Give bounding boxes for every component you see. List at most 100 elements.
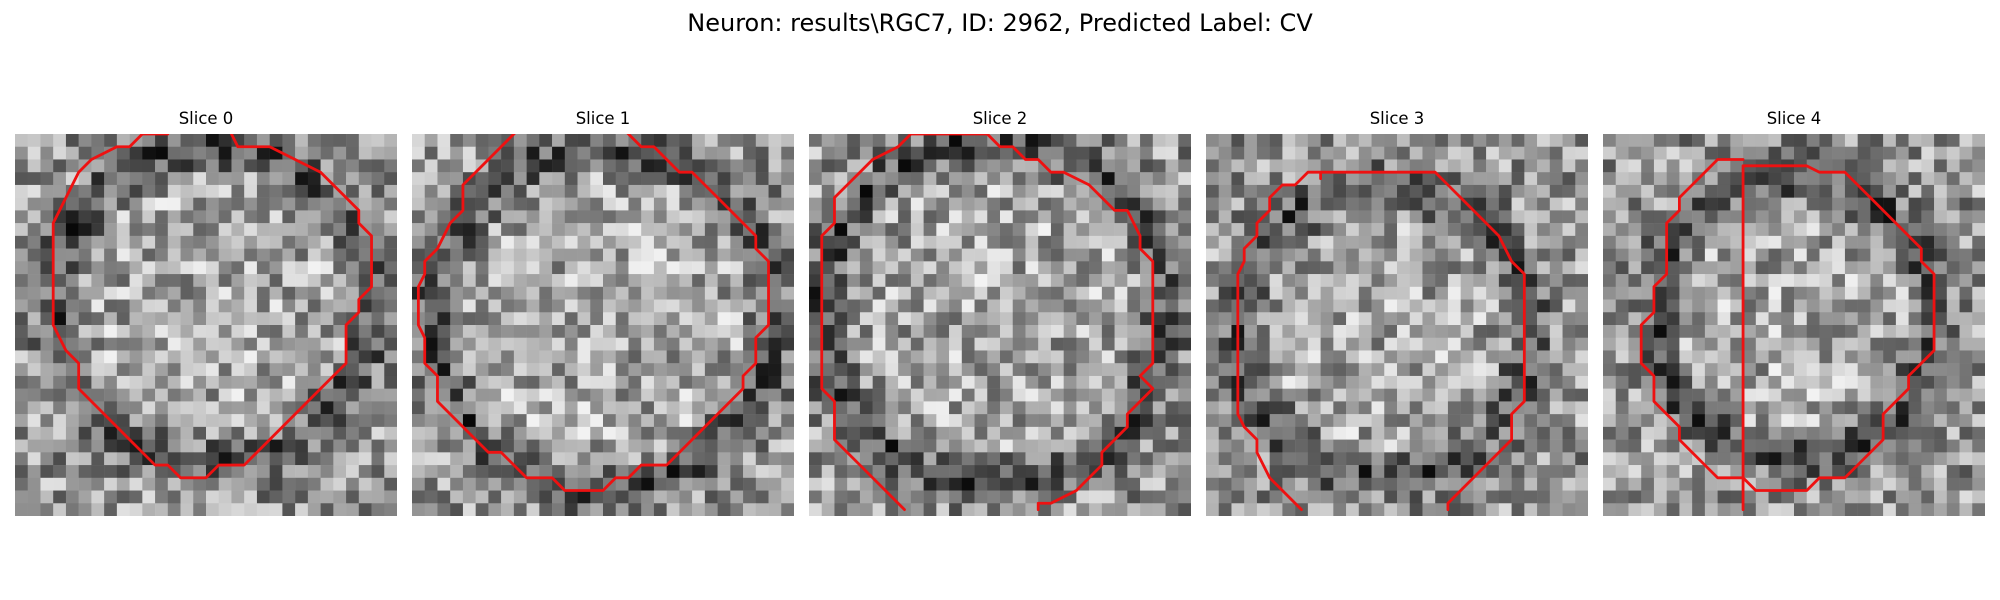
pixel-cell — [577, 337, 591, 351]
pixel-cell — [167, 439, 181, 453]
pixel-cell — [1218, 248, 1232, 262]
pixel-cell — [1409, 184, 1423, 198]
pixel-cell — [539, 337, 553, 351]
pixel-cell — [949, 388, 963, 402]
pixel-cell — [1549, 274, 1563, 288]
pixel-cell — [1346, 312, 1360, 326]
pixel-cell — [104, 426, 118, 440]
pixel-cell — [1615, 388, 1629, 402]
pixel-cell — [142, 197, 156, 211]
pixel-cell — [1152, 286, 1166, 300]
pixel-cell — [1346, 248, 1360, 262]
pixel-cell — [730, 184, 744, 198]
pixel-cell — [1857, 235, 1871, 249]
pixel-cell — [885, 325, 899, 338]
pixel-cell — [1781, 223, 1795, 237]
pixel-cell — [437, 159, 451, 173]
pixel-cell — [1333, 490, 1347, 504]
pixel-cell — [78, 426, 92, 440]
pixel-cell — [1883, 503, 1897, 516]
pixel-cell — [412, 439, 425, 453]
pixel-cell — [1435, 401, 1449, 415]
pixel-cell — [1346, 261, 1360, 275]
pixel-cell — [218, 312, 232, 326]
pixel-cell — [859, 452, 873, 466]
pixel-cell — [1524, 197, 1538, 211]
pixel-cell — [821, 286, 835, 300]
pixel-cell — [371, 159, 385, 173]
pixel-cell — [1755, 426, 1769, 440]
pixel-cell — [1794, 146, 1807, 160]
pixel-cell — [1218, 426, 1232, 440]
pixel-cell — [949, 426, 963, 440]
pixel-cell — [1165, 388, 1179, 402]
pixel-cell — [615, 465, 629, 479]
pixel-cell — [1114, 134, 1128, 147]
pixel-cell — [821, 439, 835, 453]
pixel-cell — [755, 337, 769, 351]
pixel-cell — [1050, 235, 1064, 249]
pixel-cell — [859, 490, 873, 504]
pixel-cell — [949, 465, 963, 479]
pixel-cell — [1666, 337, 1680, 351]
pixel-cell — [1063, 363, 1077, 377]
pixel-cell — [1358, 235, 1372, 249]
pixel-cell — [1206, 452, 1219, 466]
pixel-cell — [193, 159, 207, 173]
pixel-cell — [1895, 197, 1909, 211]
pixel-cell — [768, 439, 782, 453]
pixel-cell — [462, 184, 476, 198]
pixel-cell — [180, 312, 194, 326]
pixel-cell — [539, 184, 553, 198]
pixel-cell — [256, 299, 270, 313]
pixel-cell — [1282, 274, 1296, 288]
pixel-cell — [898, 401, 912, 415]
pixel-cell — [564, 375, 578, 389]
pixel-cell — [1730, 439, 1744, 453]
pixel-cell — [462, 439, 476, 453]
pixel-cell — [666, 274, 680, 288]
pixel-cell — [1832, 439, 1846, 453]
pixel-cell — [1883, 172, 1897, 186]
pixel-cell — [1819, 159, 1833, 173]
pixel-cell — [1089, 350, 1103, 364]
pixel-cell — [1178, 197, 1191, 211]
pixel-cell — [743, 261, 757, 275]
pixel-cell — [1844, 248, 1858, 262]
pixel-cell — [1218, 146, 1232, 160]
pixel-cell — [1244, 465, 1258, 479]
pixel-cell — [1282, 375, 1296, 389]
pixel-cell — [1743, 350, 1757, 364]
pixel-cell — [206, 159, 219, 173]
pixel-cell — [142, 223, 156, 237]
pixel-cell — [1575, 325, 1588, 338]
pixel-cell — [1575, 210, 1588, 224]
pixel-cell — [129, 197, 143, 211]
pixel-cell — [1012, 503, 1026, 516]
pixel-cell — [1870, 414, 1884, 428]
pixel-cell — [809, 426, 822, 440]
pixel-cell — [1473, 503, 1487, 516]
pixel-cell — [78, 286, 92, 300]
pixel-cell — [437, 299, 451, 313]
pixel-cell — [333, 248, 347, 262]
pixel-cell — [320, 325, 334, 338]
pixel-cell — [1704, 184, 1718, 198]
pixel-cell — [539, 172, 553, 186]
pixel-cell — [1603, 465, 1616, 479]
pixel-cell — [974, 223, 988, 237]
pixel-cell — [15, 325, 28, 338]
pixel-cell — [256, 261, 270, 275]
pixel-cell — [1908, 490, 1922, 504]
pixel-cell — [552, 312, 566, 326]
pixel-cell — [1282, 299, 1296, 313]
pixel-cell — [180, 439, 194, 453]
pixel-cell — [641, 337, 655, 351]
pixel-cell — [730, 261, 744, 275]
pixel-cell — [717, 134, 731, 147]
pixel-cell — [679, 350, 693, 364]
pixel-cell — [974, 299, 988, 313]
pixel-cell — [1076, 401, 1090, 415]
pixel-cell — [717, 426, 731, 440]
pixel-cell — [1307, 210, 1321, 224]
